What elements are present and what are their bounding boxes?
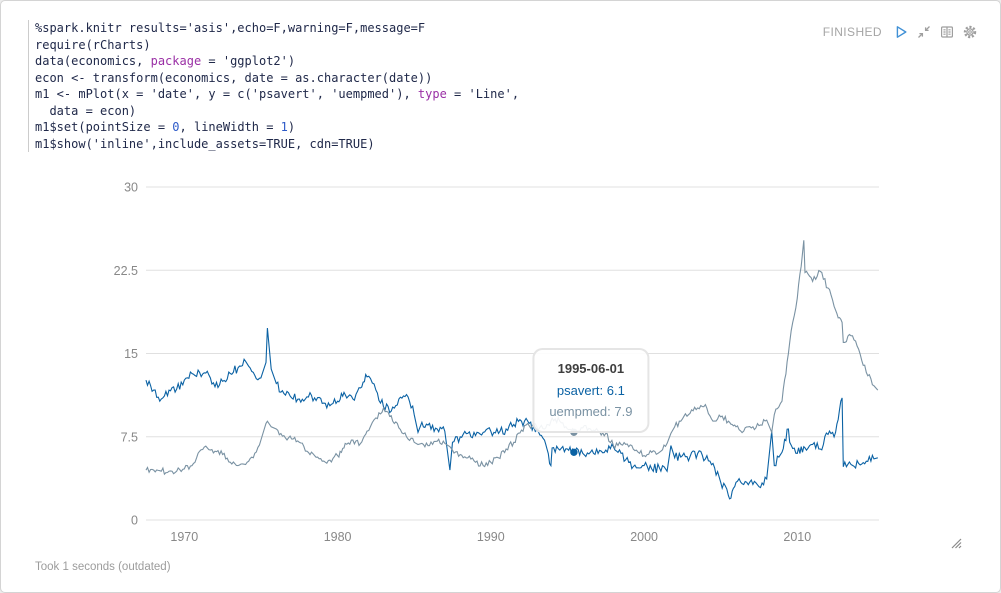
svg-text:15: 15 — [124, 347, 138, 361]
book-icon — [940, 26, 954, 38]
chart-series-uempmed[interactable] — [145, 240, 879, 476]
show-editor-button[interactable] — [939, 24, 955, 40]
svg-text:30: 30 — [124, 181, 138, 195]
status-badge: FINISHED — [822, 25, 882, 39]
code-line[interactable]: data(economics, package = 'ggplot2') — [35, 54, 296, 68]
chart-y-axis-labels: 0 7.5 15 22.5 30 — [114, 181, 138, 528]
svg-text:0: 0 — [131, 514, 138, 528]
paragraph-controls: FINISHED — [823, 24, 978, 40]
code-editor[interactable]: %spark.knitr results='asis',echo=F,warni… — [28, 20, 519, 152]
gear-icon — [963, 25, 977, 39]
tooltip-row-uempmed: uempmed: 7.9 — [549, 404, 633, 419]
resize-grip-icon — [951, 538, 962, 549]
run-button[interactable] — [893, 24, 909, 40]
tooltip-date: 1995-06-01 — [557, 361, 625, 376]
svg-text:1970: 1970 — [170, 530, 198, 544]
code-line[interactable]: m1 <- mPlot(x = 'date', y = c('psavert',… — [35, 87, 520, 101]
svg-text:2000: 2000 — [630, 530, 658, 544]
code-line[interactable]: econ <- transform(economics, date = as.c… — [35, 70, 433, 85]
tooltip-row-psavert: psavert: 6.1 — [556, 383, 625, 398]
settings-button[interactable] — [962, 24, 978, 40]
execution-info: Took 1 seconds (outdated) — [35, 561, 171, 573]
chart-x-axis-labels: 1970 1980 1990 2000 2010 — [170, 530, 811, 544]
svg-text:1990: 1990 — [477, 530, 505, 544]
compress-icon — [918, 26, 930, 38]
chart-gridlines — [146, 186, 879, 521]
hover-point-psavert — [570, 448, 578, 456]
code-line[interactable]: require(rCharts) — [35, 37, 151, 52]
chart-tooltip: 1995-06-01 psavert: 6.1 uempmed: 7.9 — [532, 348, 650, 433]
svg-text:1980: 1980 — [324, 530, 352, 544]
collapse-button[interactable] — [916, 24, 932, 40]
svg-text:7.5: 7.5 — [121, 430, 138, 444]
svg-text:22.5: 22.5 — [114, 264, 138, 278]
code-line[interactable]: data = econ) — [35, 103, 137, 118]
resize-handle[interactable] — [949, 536, 962, 554]
code-line[interactable]: m1$set(pointSize = 0, lineWidth = 1) — [35, 120, 296, 134]
code-line[interactable]: m1$show('inline',include_assets=TRUE, cd… — [35, 136, 375, 151]
play-icon — [896, 26, 907, 38]
code-line[interactable]: %spark.knitr results='asis',echo=F,warni… — [35, 21, 426, 35]
svg-text:2010: 2010 — [783, 530, 811, 544]
chart-series-psavert[interactable] — [145, 327, 878, 500]
